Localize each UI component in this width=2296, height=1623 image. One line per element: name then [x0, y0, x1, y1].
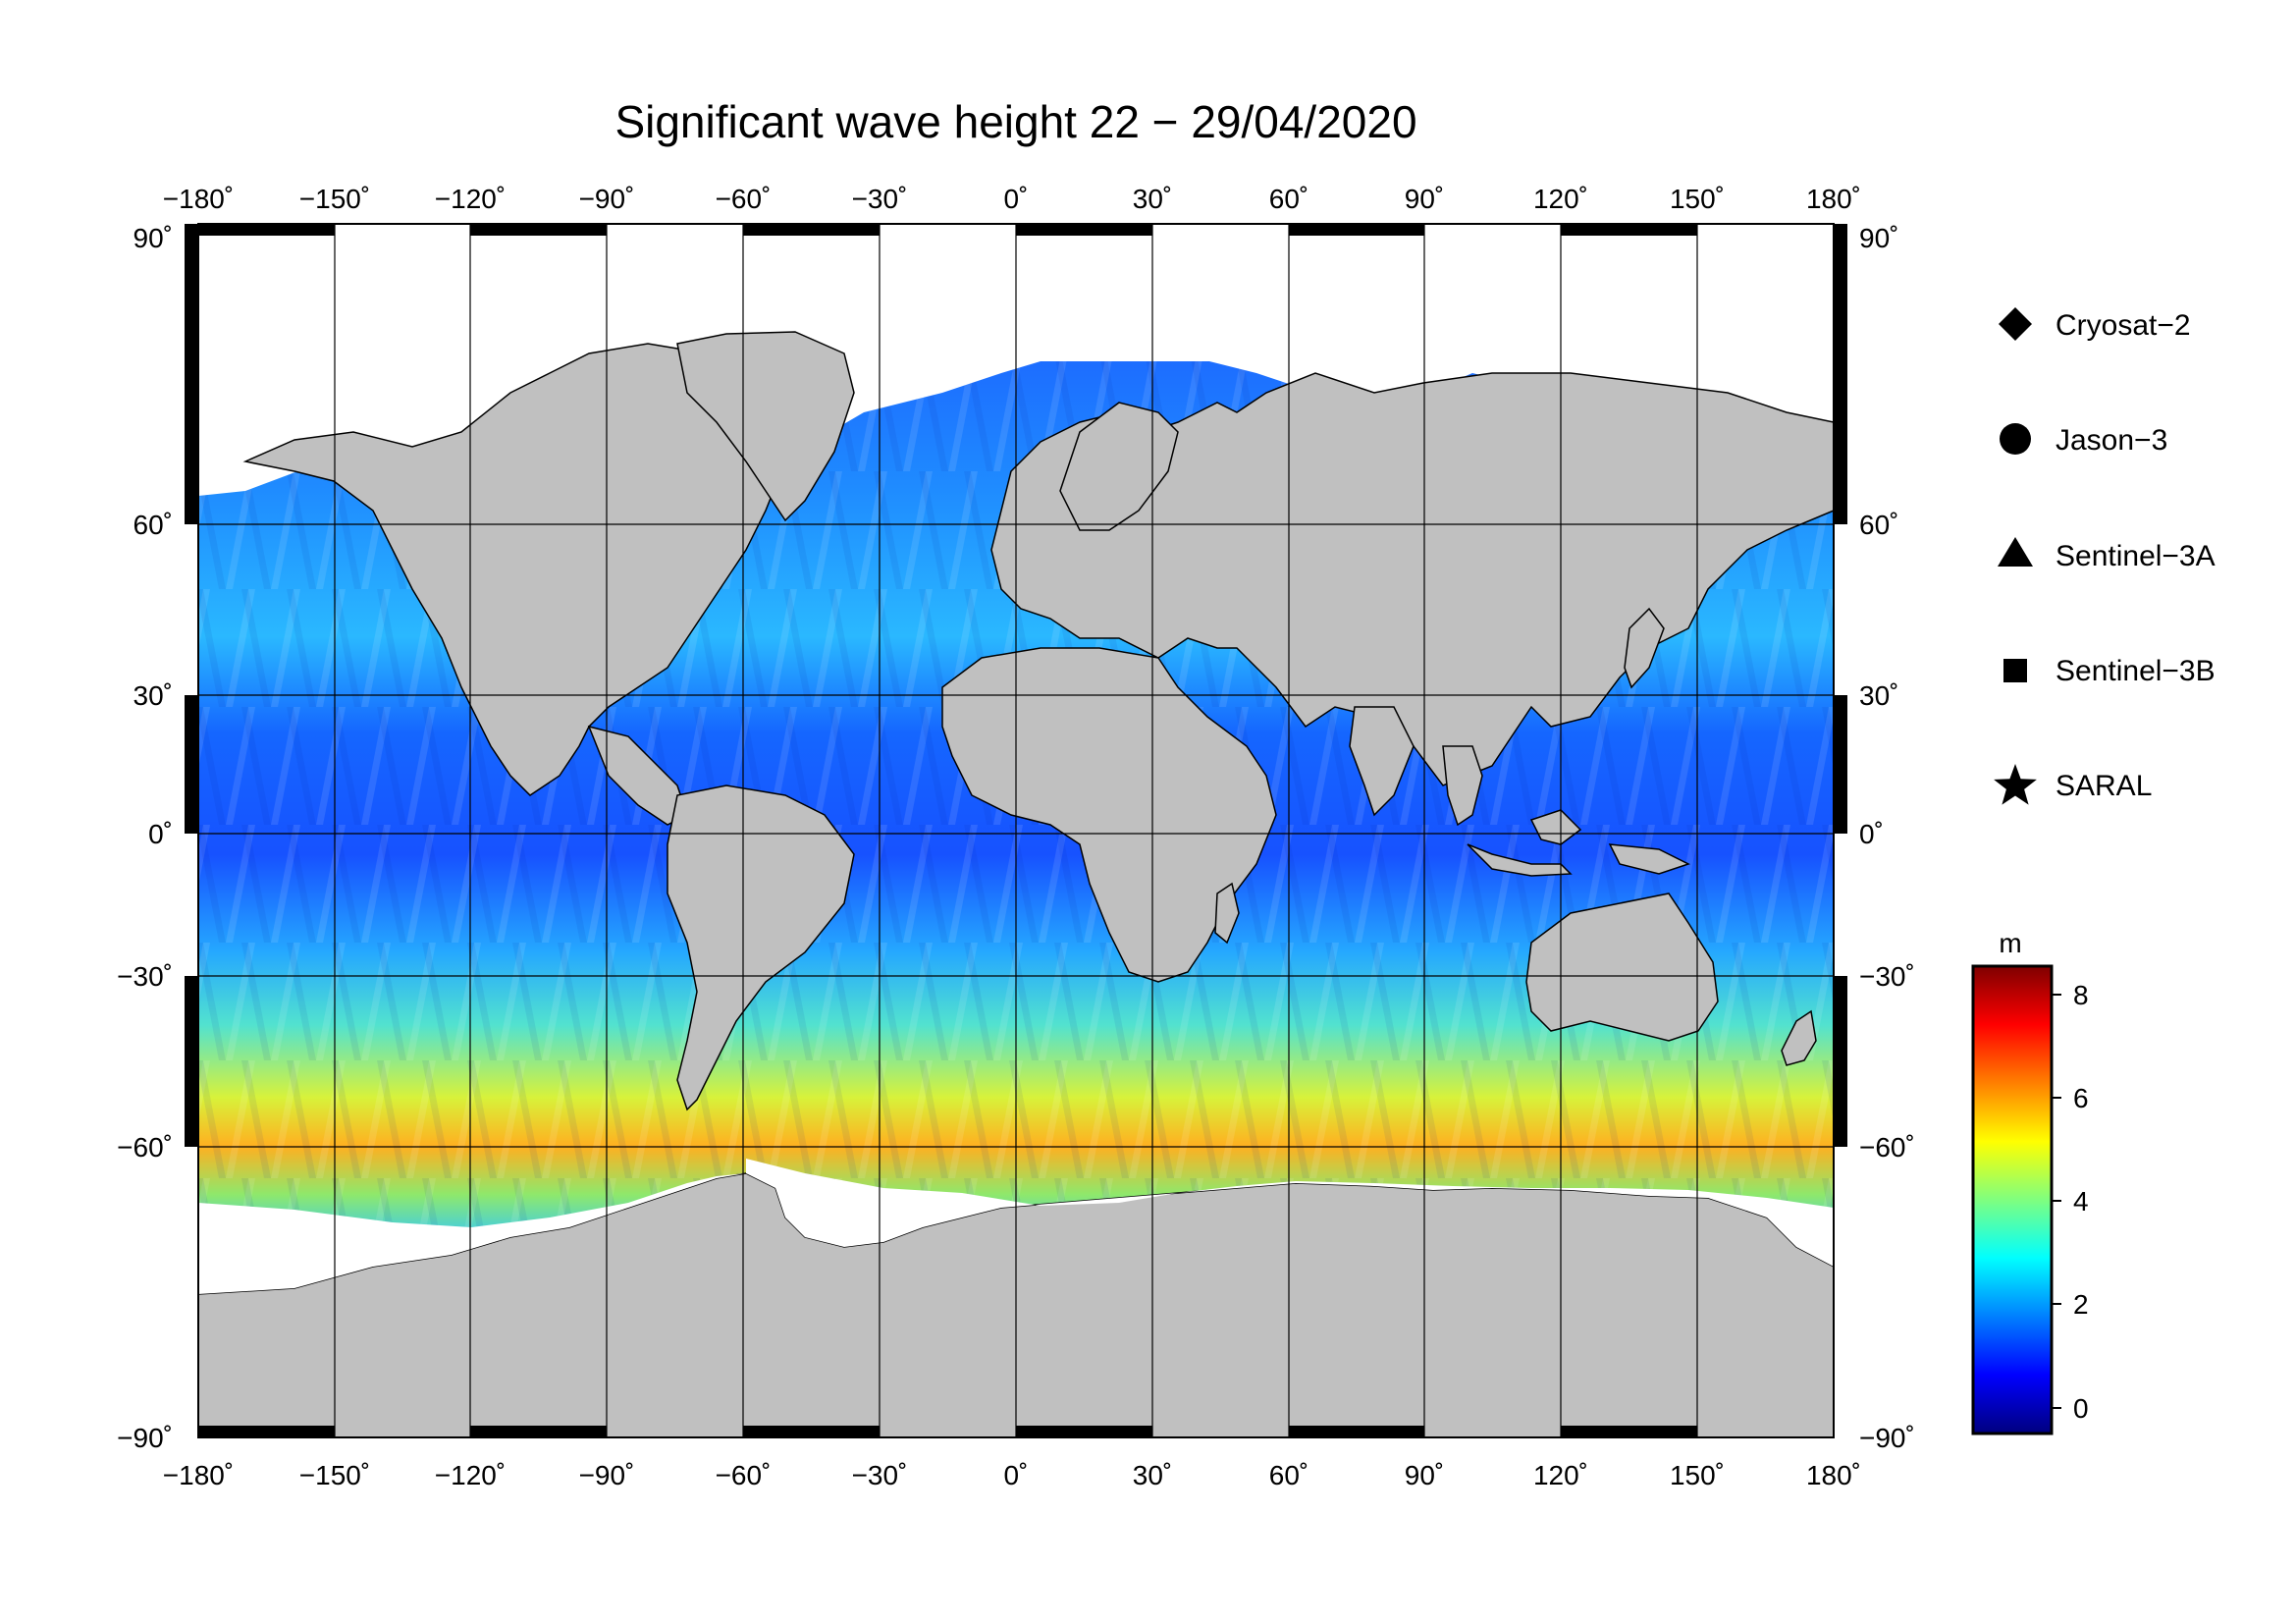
- lat-tick-label: 0˚: [1859, 819, 1884, 849]
- lon-tick-label: −30˚: [852, 184, 908, 214]
- antarctic-no-data: [198, 1159, 1834, 1294]
- colorbar-tick-label: 8: [2073, 980, 2089, 1010]
- colorbar-tick-label: 2: [2073, 1289, 2089, 1320]
- lon-tick-label: −150˚: [299, 1460, 370, 1490]
- lat-tick-label: 30˚: [1859, 680, 1898, 711]
- colorbar: m 8 6 4 2 0: [1971, 928, 2089, 1435]
- lat-tick-labels-left: 90˚ 60˚ 30˚ 0˚ −30˚ −60˚ −90˚: [117, 223, 173, 1453]
- colorbar-gradient: [1971, 964, 2054, 1435]
- colorbar-tick-label: 0: [2073, 1393, 2089, 1424]
- colorbar-unit-label: m: [1999, 928, 2021, 958]
- lat-tick-labels-right: 90˚ 60˚ 30˚ 0˚ −30˚ −60˚ −90˚: [1859, 223, 1915, 1453]
- lon-tick-labels-bottom: −180˚ −150˚ −120˚ −90˚ −60˚ −30˚ 0˚ 30˚ …: [163, 1460, 1861, 1490]
- lon-tick-label: −180˚: [163, 1460, 234, 1490]
- lat-tick-label: 0˚: [148, 819, 173, 849]
- map-area: [198, 224, 1834, 1437]
- lat-tick-label: −60˚: [117, 1132, 173, 1163]
- lon-tick-label: 90˚: [1405, 184, 1444, 214]
- legend-item-jason-3: Jason−3: [2000, 423, 2167, 457]
- lon-tick-label: −90˚: [579, 184, 635, 214]
- lat-tick-label: 30˚: [133, 680, 173, 711]
- lon-tick-label: −90˚: [579, 1460, 635, 1490]
- lat-tick-label: −90˚: [1859, 1423, 1915, 1453]
- lat-tick-label: −90˚: [117, 1423, 173, 1453]
- lon-tick-label: −120˚: [435, 184, 506, 214]
- legend-item-cryosat-2: Cryosat−2: [1999, 307, 2191, 342]
- lon-tick-label: 60˚: [1269, 1460, 1308, 1490]
- graticule: [198, 224, 1834, 1437]
- lon-tick-label: −180˚: [163, 184, 234, 214]
- circle-icon: [2000, 423, 2031, 455]
- lat-tick-label: 60˚: [1859, 510, 1898, 540]
- lon-tick-label: 30˚: [1133, 1460, 1172, 1490]
- lon-tick-label: 0˚: [1004, 1460, 1029, 1490]
- legend-item-sentinel-3b: Sentinel−3B: [2003, 655, 2216, 687]
- lon-tick-label: 0˚: [1004, 184, 1029, 214]
- square-icon: [2003, 659, 2027, 682]
- lat-tick-label: −30˚: [1859, 961, 1915, 992]
- lon-tick-label: 30˚: [1133, 184, 1172, 214]
- legend-label: Sentinel−3B: [2056, 655, 2216, 687]
- lon-tick-label: 150˚: [1670, 184, 1725, 214]
- lat-tick-label: −30˚: [117, 961, 173, 992]
- lon-tick-label: −60˚: [716, 184, 772, 214]
- legend-item-sentinel-3a: Sentinel−3A: [1998, 537, 2216, 572]
- lon-tick-label: 60˚: [1269, 184, 1308, 214]
- lon-tick-label: 180˚: [1806, 1460, 1861, 1490]
- map-frame: [185, 223, 1847, 1438]
- legend-label: Jason−3: [2056, 424, 2167, 457]
- lon-tick-label: −120˚: [435, 1460, 506, 1490]
- satellite-legend: Cryosat−2 Jason−3 Sentinel−3A Sentinel−3…: [1994, 307, 2216, 805]
- lon-tick-label: −150˚: [299, 184, 370, 214]
- lon-tick-label: 150˚: [1670, 1460, 1725, 1490]
- legend-item-saral: SARAL: [1994, 764, 2152, 805]
- lat-tick-label: 90˚: [133, 223, 173, 253]
- lon-tick-label: 120˚: [1533, 1460, 1588, 1490]
- lat-tick-label: 60˚: [133, 510, 173, 540]
- lat-tick-label: 90˚: [1859, 223, 1898, 253]
- lat-tick-label: −60˚: [1859, 1132, 1915, 1163]
- lon-tick-label: 180˚: [1806, 184, 1861, 214]
- triangle-icon: [1998, 537, 2033, 567]
- colorbar-tick-label: 4: [2073, 1186, 2089, 1217]
- lon-tick-label: 90˚: [1405, 1460, 1444, 1490]
- legend-label: SARAL: [2056, 770, 2152, 802]
- lon-tick-label: 120˚: [1533, 184, 1588, 214]
- star-icon: [1994, 764, 2037, 805]
- lon-tick-labels-top: −180˚ −150˚ −120˚ −90˚ −60˚ −30˚ 0˚ 30˚ …: [163, 184, 1861, 214]
- colorbar-tick-label: 6: [2073, 1083, 2089, 1113]
- lon-tick-label: −60˚: [716, 1460, 772, 1490]
- chart-title: Significant wave height 22 − 29/04/2020: [614, 96, 1416, 147]
- legend-label: Cryosat−2: [2056, 309, 2191, 342]
- legend-label: Sentinel−3A: [2056, 540, 2216, 572]
- diamond-icon: [1999, 307, 2032, 341]
- lon-tick-label: −30˚: [852, 1460, 908, 1490]
